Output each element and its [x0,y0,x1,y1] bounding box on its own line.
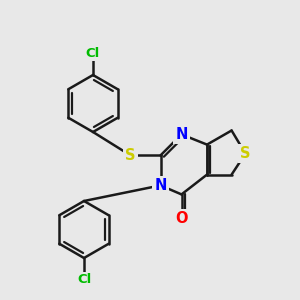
Text: O: O [175,211,188,226]
Text: Cl: Cl [86,46,100,60]
Text: S: S [240,146,251,161]
Text: S: S [125,148,136,163]
Text: Cl: Cl [77,273,91,286]
Text: N: N [175,127,188,142]
Text: N: N [154,178,167,193]
